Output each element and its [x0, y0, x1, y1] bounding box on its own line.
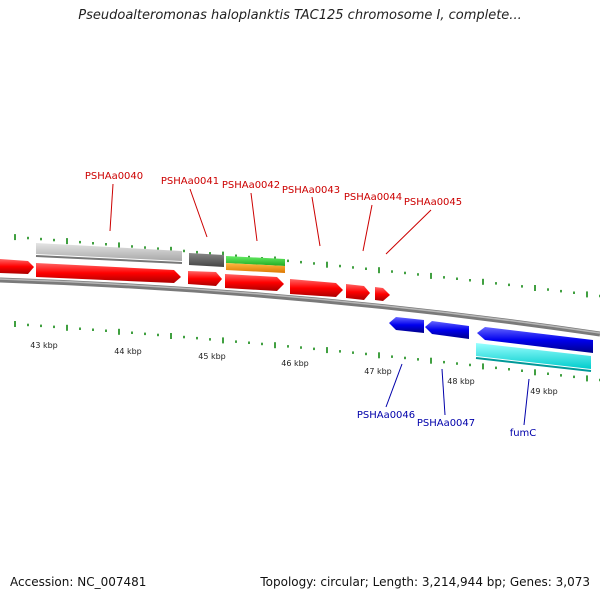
- gene-bar-orange: [226, 263, 285, 273]
- scale-label-48kbp: 48 kbp: [447, 377, 475, 386]
- gene-label-pshaa0040[interactable]: PSHAa0040: [85, 171, 143, 182]
- gene-bar-light: [36, 243, 182, 261]
- chromosome-backbone: [0, 277, 600, 337]
- gene-label-pshaa0045[interactable]: PSHAa0045: [404, 197, 462, 208]
- genome-summary: Topology: circular; Length: 3,214,944 bp…: [260, 575, 590, 589]
- cds-arrow-forward: [346, 284, 370, 300]
- gene-label-pshaa0041[interactable]: PSHAa0041: [161, 176, 219, 187]
- scale-label-45kbp: 45 kbp: [198, 352, 226, 361]
- gene-label-pshaa0046[interactable]: PSHAa0046: [357, 410, 415, 421]
- cds-arrow-reverse: [477, 327, 593, 353]
- label-leader: [362, 204, 373, 252]
- gene-bar-cyan: [476, 343, 591, 369]
- label-leader: [109, 183, 114, 232]
- accession-label: Accession: NC_007481: [10, 575, 147, 589]
- scale-label-43kbp: 43 kbp: [30, 341, 58, 350]
- scale-label-47kbp: 47 kbp: [364, 367, 392, 376]
- gene-bar-light-edge: [35, 255, 183, 264]
- gene-label-fumc[interactable]: fumC: [510, 428, 537, 439]
- gene-bar-cyan-edge: [475, 357, 592, 372]
- gene-label-pshaa0044[interactable]: PSHAa0044: [344, 192, 402, 203]
- cds-arrow-reverse: [425, 321, 469, 339]
- gene-label-pshaa0047[interactable]: PSHAa0047: [417, 418, 475, 429]
- map-title: Pseudoalteromonas haloplanktis TAC125 ch…: [78, 8, 522, 23]
- scale-label-44kbp: 44 kbp: [114, 347, 142, 356]
- cds-arrow-forward: [36, 263, 181, 283]
- cds-arrow-forward: [375, 287, 390, 301]
- cds-arrow-forward: [0, 259, 34, 274]
- label-leader: [311, 196, 321, 247]
- scale-label-49kbp: 49 kbp: [530, 387, 558, 396]
- gene-label-pshaa0042[interactable]: PSHAa0042: [222, 180, 280, 191]
- scale-label-46kbp: 46 kbp: [281, 359, 309, 368]
- cds-arrow-reverse: [389, 317, 424, 333]
- label-leader: [189, 188, 208, 238]
- gene-bar-green: [226, 256, 285, 266]
- cds-arrow-forward: [290, 279, 343, 297]
- gene-label-pshaa0043[interactable]: PSHAa0043: [282, 185, 340, 196]
- cds-arrow-forward: [188, 271, 222, 286]
- label-leader: [250, 192, 258, 242]
- cds-arrow-forward: [225, 274, 284, 291]
- inner-scale-ticks: [14, 321, 600, 382]
- outer-scale-ticks: [14, 234, 600, 298]
- label-leader: [523, 378, 530, 426]
- label-leader: [385, 363, 403, 408]
- label-leader: [441, 368, 446, 416]
- gene-bar-dark: [189, 253, 224, 267]
- label-leader: [385, 209, 432, 255]
- chromosome-backbone-highlight: [0, 278, 600, 334]
